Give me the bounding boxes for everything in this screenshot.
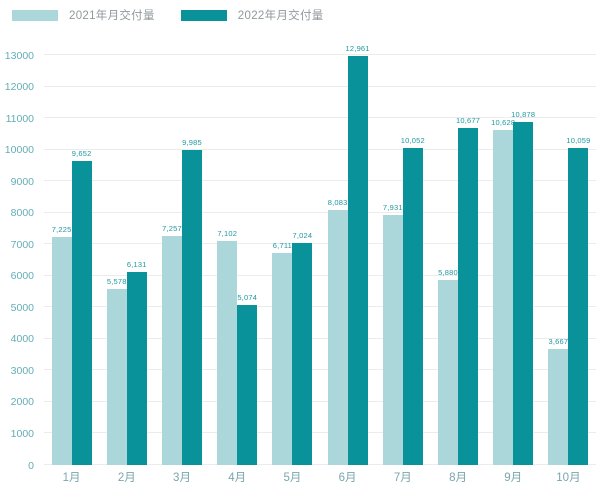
bar-group-1月: 7,225 9,652 bbox=[44, 55, 99, 465]
bar-2022年月交付量-10月: 10,059 bbox=[566, 136, 590, 465]
bar-2022年月交付量-6月: 12,961 bbox=[346, 44, 369, 465]
bar-group-4月: 7,102 5,074 bbox=[210, 55, 265, 465]
bar-value-label: 6,131 bbox=[126, 259, 147, 269]
bar-value-label: 7,024 bbox=[292, 231, 313, 241]
y-axis-label-12000: 12000 bbox=[4, 81, 34, 94]
bar-2022年月交付量-2月: 6,131 bbox=[126, 260, 147, 465]
y-axis-label-6000: 6000 bbox=[10, 270, 34, 283]
bar-value-label: 7,225 bbox=[51, 225, 72, 235]
y-axis-label-10000: 10000 bbox=[4, 144, 34, 157]
bar-value-label: 9,652 bbox=[71, 148, 92, 158]
x-axis-label-1月: 1月 bbox=[62, 472, 81, 484]
bar-value-label: 9,985 bbox=[182, 138, 202, 148]
plot-area: 7,225 9,652 5,578 6,131 7,257 9,985 7,102 5,074… bbox=[5, 44, 596, 472]
gridline-9000 bbox=[44, 180, 596, 182]
legend-swatch-2022 bbox=[180, 9, 227, 21]
bar-2022年月交付量-1月: 9,652 bbox=[71, 149, 92, 465]
x-axis-label-4月: 4月 bbox=[228, 472, 247, 484]
bar-value-label: 8,083 bbox=[327, 198, 348, 208]
bar-value-label: 3,667 bbox=[548, 337, 569, 347]
x-axis-label-8月: 8月 bbox=[449, 472, 467, 484]
bar-2021年月交付量-4月: 7,102 bbox=[217, 229, 238, 465]
y-axis-label-7000: 7000 bbox=[10, 238, 34, 251]
bar-2021年月交付量-6月: 8,083 bbox=[327, 198, 348, 465]
y-axis-label-3000: 3000 bbox=[10, 364, 34, 377]
gridline-4000 bbox=[44, 337, 596, 339]
bar-2022年月交付量-3月: 9,985 bbox=[182, 138, 202, 465]
gridline-11000 bbox=[44, 117, 596, 119]
bar-2021年月交付量-8月: 5,880 bbox=[438, 268, 459, 465]
x-axis-label-2月: 2月 bbox=[117, 472, 136, 484]
bar-value-label: 7,102 bbox=[217, 229, 238, 239]
gridline-13000 bbox=[44, 54, 596, 55]
y-axis-label-9000: 9000 bbox=[10, 175, 34, 188]
bar-group-6月: 8,083 12,961 bbox=[320, 44, 375, 465]
gridline-3000 bbox=[44, 369, 596, 371]
bar-value-label: 5,074 bbox=[237, 292, 258, 302]
legend-label-2021: 2021年月交付量 bbox=[69, 10, 155, 22]
gridline-1000 bbox=[44, 432, 596, 434]
y-axis-label-2000: 2000 bbox=[10, 396, 34, 409]
bar-2022年月交付量-4月: 5,074 bbox=[237, 293, 258, 465]
gridline-5000 bbox=[44, 306, 596, 308]
y-axis-label-4000: 4000 bbox=[10, 333, 34, 346]
bar-value-label: 10,052 bbox=[400, 135, 425, 145]
bar-2021年月交付量-1月: 7,225 bbox=[51, 225, 72, 465]
legend-item-2022: 2022年月交付量 bbox=[180, 7, 324, 23]
bar-2022年月交付量-8月: 10,677 bbox=[456, 116, 480, 465]
bar-value-label: 6,711 bbox=[272, 241, 293, 251]
bar-value-label: 12,961 bbox=[345, 44, 370, 54]
bar-value-label: 10,628 bbox=[491, 117, 516, 127]
x-axis-label-3月: 3月 bbox=[173, 472, 191, 484]
bar-group-8月: 5,880 10,677 bbox=[430, 55, 485, 465]
legend-label-2022: 2022年月交付量 bbox=[237, 10, 324, 22]
y-axis-label-0: 0 bbox=[28, 459, 34, 472]
legend: 2021年月交付量 2022年月交付量 bbox=[12, 7, 350, 23]
bar-2021年月交付量-3月: 7,257 bbox=[162, 224, 182, 465]
y-axis-label-5000: 5000 bbox=[10, 301, 34, 314]
bar-value-label: 5,880 bbox=[438, 267, 458, 277]
bar-value-label: 5,578 bbox=[106, 277, 127, 287]
bar-group-9月: 10,628 10,878 bbox=[486, 55, 541, 465]
bar-group-5月: 6,711 7,024 bbox=[265, 55, 320, 465]
x-axis-label-9月: 9月 bbox=[504, 472, 523, 484]
bar-value-label: 10,878 bbox=[511, 109, 536, 119]
x-axis: 1月 2月 3月 4月 5月 6月 7月 8月 9月 10月 bbox=[44, 469, 596, 485]
legend-item-2021: 2021年月交付量 bbox=[12, 7, 155, 23]
bar-2021年月交付量-2月: 5,578 bbox=[106, 277, 127, 465]
bar-2022年月交付量-5月: 7,024 bbox=[292, 231, 313, 465]
x-axis-label-7月: 7月 bbox=[393, 472, 412, 484]
x-axis-label-6月: 6月 bbox=[338, 472, 357, 484]
bar-2021年月交付量-7月: 7,931 bbox=[382, 203, 403, 465]
y-axis-label-1000: 1000 bbox=[10, 427, 34, 440]
legend-swatch-2021 bbox=[12, 9, 58, 21]
bar-group-10月: 3,667 10,059 bbox=[541, 55, 596, 465]
bar-groups: 7,225 9,652 5,578 6,131 7,257 9,985 7,102 5,074… bbox=[44, 44, 596, 465]
bar-value-label: 10,059 bbox=[566, 135, 591, 145]
bar-group-7月: 7,931 10,052 bbox=[375, 55, 430, 465]
y-axis-label-13000: 13000 bbox=[4, 49, 34, 62]
bar-value-label: 7,257 bbox=[162, 224, 182, 234]
gridline-12000 bbox=[44, 85, 596, 87]
bar-2022年月交付量-7月: 10,052 bbox=[401, 136, 425, 465]
x-axis-label-10月: 10月 bbox=[556, 472, 581, 484]
gridline-0 bbox=[44, 464, 596, 465]
bar-2021年月交付量-10月: 3,667 bbox=[548, 337, 569, 465]
bar-2021年月交付量-9月: 10,628 bbox=[491, 118, 515, 465]
gridline-10000 bbox=[44, 148, 596, 150]
bar-group-3月: 7,257 9,985 bbox=[154, 55, 209, 465]
bar-value-label: 10,677 bbox=[455, 116, 481, 126]
bar-value-label: 7,931 bbox=[382, 202, 403, 212]
gridline-8000 bbox=[44, 211, 596, 213]
gridline-2000 bbox=[44, 400, 596, 402]
gridline-6000 bbox=[44, 274, 596, 276]
gridline-7000 bbox=[44, 243, 596, 245]
x-axis-label-5月: 5月 bbox=[283, 472, 302, 484]
bar-2021年月交付量-5月: 6,711 bbox=[272, 241, 293, 465]
y-axis-label-11000: 11000 bbox=[5, 112, 34, 125]
bar-group-2月: 5,578 6,131 bbox=[99, 55, 154, 465]
bar-2022年月交付量-9月: 10,878 bbox=[511, 110, 535, 465]
y-axis-label-8000: 8000 bbox=[10, 207, 34, 220]
